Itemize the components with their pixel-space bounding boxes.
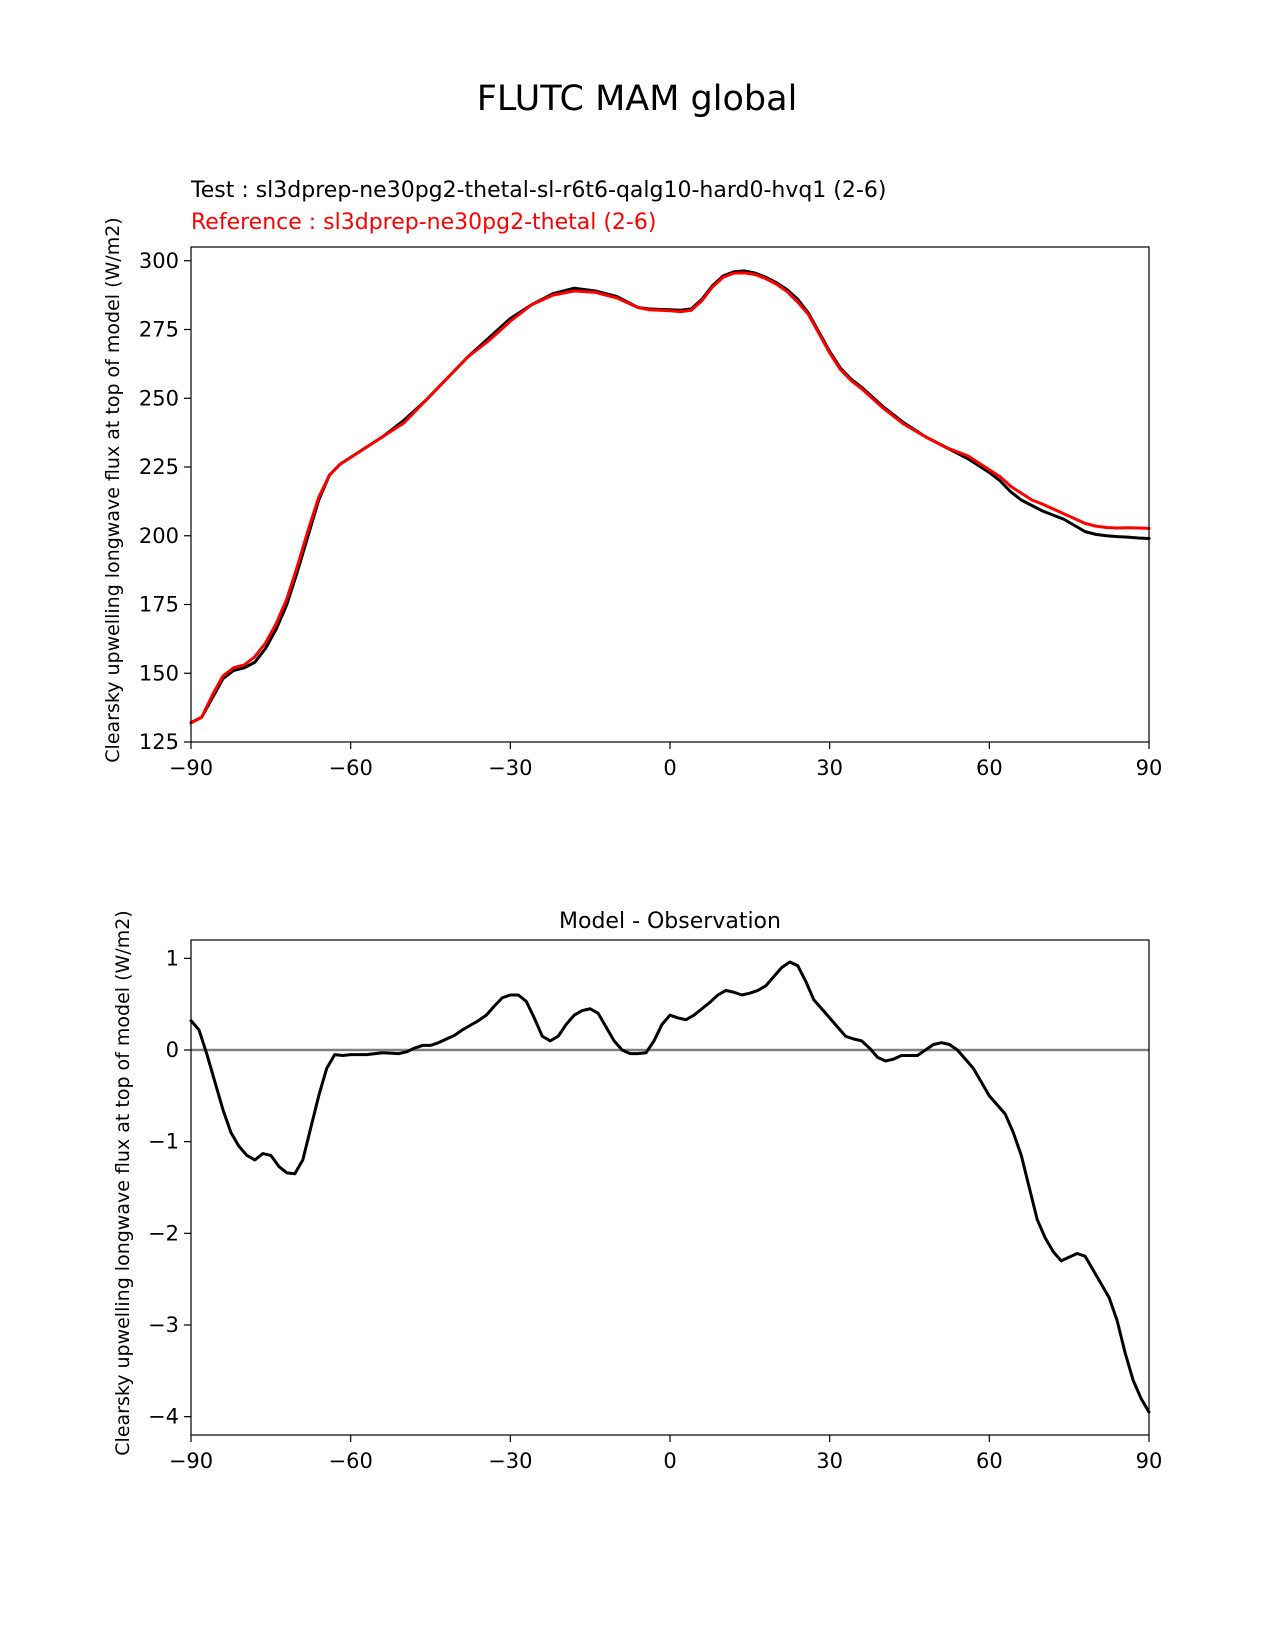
bottom-panel-ticks: −90 −60 −30 0 30 60 90 1 0 −1 −2 −3 −4: [148, 946, 1162, 1473]
bottom-panel-title: Model - Observation: [559, 909, 781, 934]
bottom-panel-frame: [190, 939, 1150, 1436]
bottom-ytick-label: −3: [148, 1313, 179, 1337]
top-ytick-label: 275: [139, 318, 179, 342]
bottom-panel-series: [189, 960, 1151, 1414]
top-panel-frame: [190, 246, 1150, 743]
bottom-xtick-label: 60: [976, 1449, 1003, 1473]
bottom-panel: Model - Observation Clearsky upwelling l…: [112, 909, 1162, 1473]
bottom-ytick-label: −2: [148, 1221, 179, 1245]
top-panel-ticks: −90 −60 −30 0 30 60 90 125 150 175 200 225 250 275 300: [139, 249, 1162, 780]
top-ytick-label: 225: [139, 455, 179, 479]
top-ytick-label: 150: [139, 661, 179, 685]
top-xtick-label: −60: [329, 756, 373, 780]
bottom-series-line-0: [189, 960, 1151, 1414]
bottom-panel-ylabel: Clearsky upwelling longwave flux at top …: [112, 910, 134, 1455]
top-xtick-label: 30: [816, 756, 843, 780]
top-ytick-label: 175: [139, 593, 179, 617]
bottom-ytick-label: −4: [148, 1405, 179, 1429]
top-xtick-label: −90: [169, 756, 213, 780]
bottom-ytick-label: 0: [166, 1038, 179, 1062]
top-panel-series: [189, 269, 1151, 725]
top-xtick-label: −30: [488, 756, 532, 780]
bottom-ytick-label: −1: [148, 1130, 179, 1154]
figure-title: FLUTC MAM global: [477, 79, 798, 119]
top-ytick-label: 300: [139, 249, 179, 273]
top-xtick-label: 90: [1136, 756, 1163, 780]
top-ytick-label: 200: [139, 524, 179, 548]
top-panel-test-title: Test : sl3dprep-ne30pg2-thetal-sl-r6t6-q…: [190, 178, 886, 203]
top-ytick-label: 250: [139, 386, 179, 410]
bottom-xtick-label: −60: [329, 1449, 373, 1473]
top-xtick-label: 60: [976, 756, 1003, 780]
top-panel-reference-title: Reference : sl3dprep-ne30pg2-thetal (2-6…: [191, 210, 656, 235]
bottom-xtick-label: −90: [169, 1449, 213, 1473]
bottom-ytick-label: 1: [166, 946, 179, 970]
top-xtick-label: 0: [663, 756, 676, 780]
bottom-xtick-label: 0: [663, 1449, 676, 1473]
top-series-line-1: [189, 271, 1151, 725]
bottom-xtick-label: 90: [1136, 1449, 1163, 1473]
top-panel-ylabel: Clearsky upwelling longwave flux at top …: [102, 217, 124, 762]
top-panel: Test : sl3dprep-ne30pg2-thetal-sl-r6t6-q…: [102, 178, 1162, 780]
bottom-xtick-label: 30: [816, 1449, 843, 1473]
top-ytick-label: 125: [139, 730, 179, 754]
bottom-xtick-label: −30: [488, 1449, 532, 1473]
